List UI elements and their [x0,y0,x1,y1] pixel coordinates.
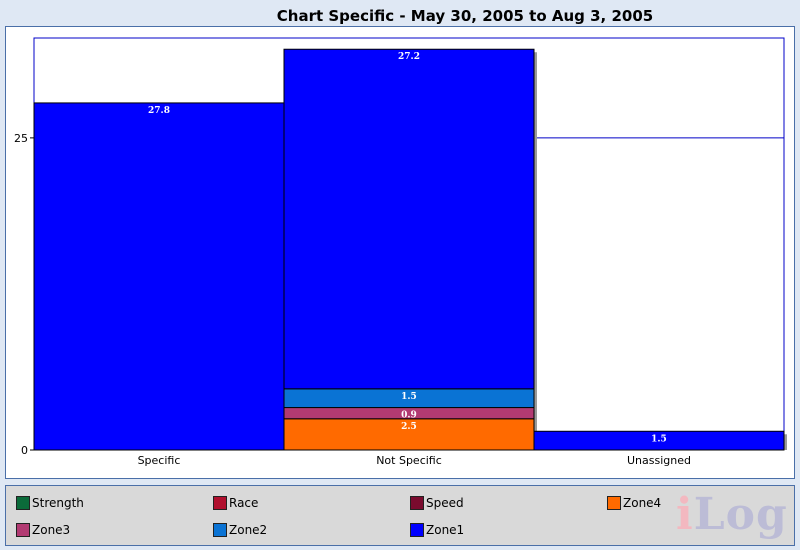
legend-item-zone3: Zone3 [16,522,70,538]
x-tick-label: Not Specific [376,454,442,467]
chart-svg: 0 25 27.8 2.50.9 1.5 27.2 1.5 Specific Not Speci… [14,37,787,467]
legend-swatch [410,523,424,537]
legend-swatch [410,496,424,510]
data-label: 2.5 [401,422,417,432]
bar-not-specific-zone4 [283,418,535,451]
legend-label: Zone1 [426,523,465,537]
y-tick-label: 0 [21,444,28,457]
legend-label: Speed [426,496,464,510]
legend-label: Zone2 [229,523,268,537]
legend-swatch [16,496,30,510]
legend-item-zone2: Zone2 [213,522,267,538]
legend-label: Zone3 [32,523,71,537]
legend-item-race: Race [213,495,258,511]
legend: Strength Race Speed Zone4 Zone3 Zone2 Zone1 [5,485,795,546]
data-label: 1.5 [651,434,667,444]
data-label: 27.2 [398,52,420,62]
legend-label: Strength [32,496,84,510]
x-tick-label: Specific [138,454,181,467]
plot-panel: 0 25 27.8 2.5 0.9 1.5 27.2 1.5 Specific Not Speci… [5,26,795,479]
bar-not-specific-zone1 [283,48,535,390]
legend-swatch [16,523,30,537]
x-tick-label: Unassigned [627,454,691,467]
chart-title: Chart Specific - May 30, 2005 to Aug 3, … [276,7,654,25]
legend-item-strength: Strength [16,495,84,511]
data-label: 0.9 [401,411,417,421]
legend-label: Zone4 [623,496,662,510]
legend-swatch [213,523,227,537]
bar-shadow [533,52,537,451]
data-label: 1.5 [401,392,417,402]
legend-swatch [213,496,227,510]
legend-item-speed: Speed [410,495,464,511]
bar-specific-zone1 [33,102,285,451]
data-label: 27.8 [148,106,170,116]
legend-item-zone1: Zone1 [410,522,464,538]
bar-shadow [783,434,787,450]
legend-item-zone4: Zone4 [607,495,661,511]
legend-label: Race [229,496,259,510]
legend-swatch [607,496,621,510]
y-tick-label: 25 [14,132,28,145]
